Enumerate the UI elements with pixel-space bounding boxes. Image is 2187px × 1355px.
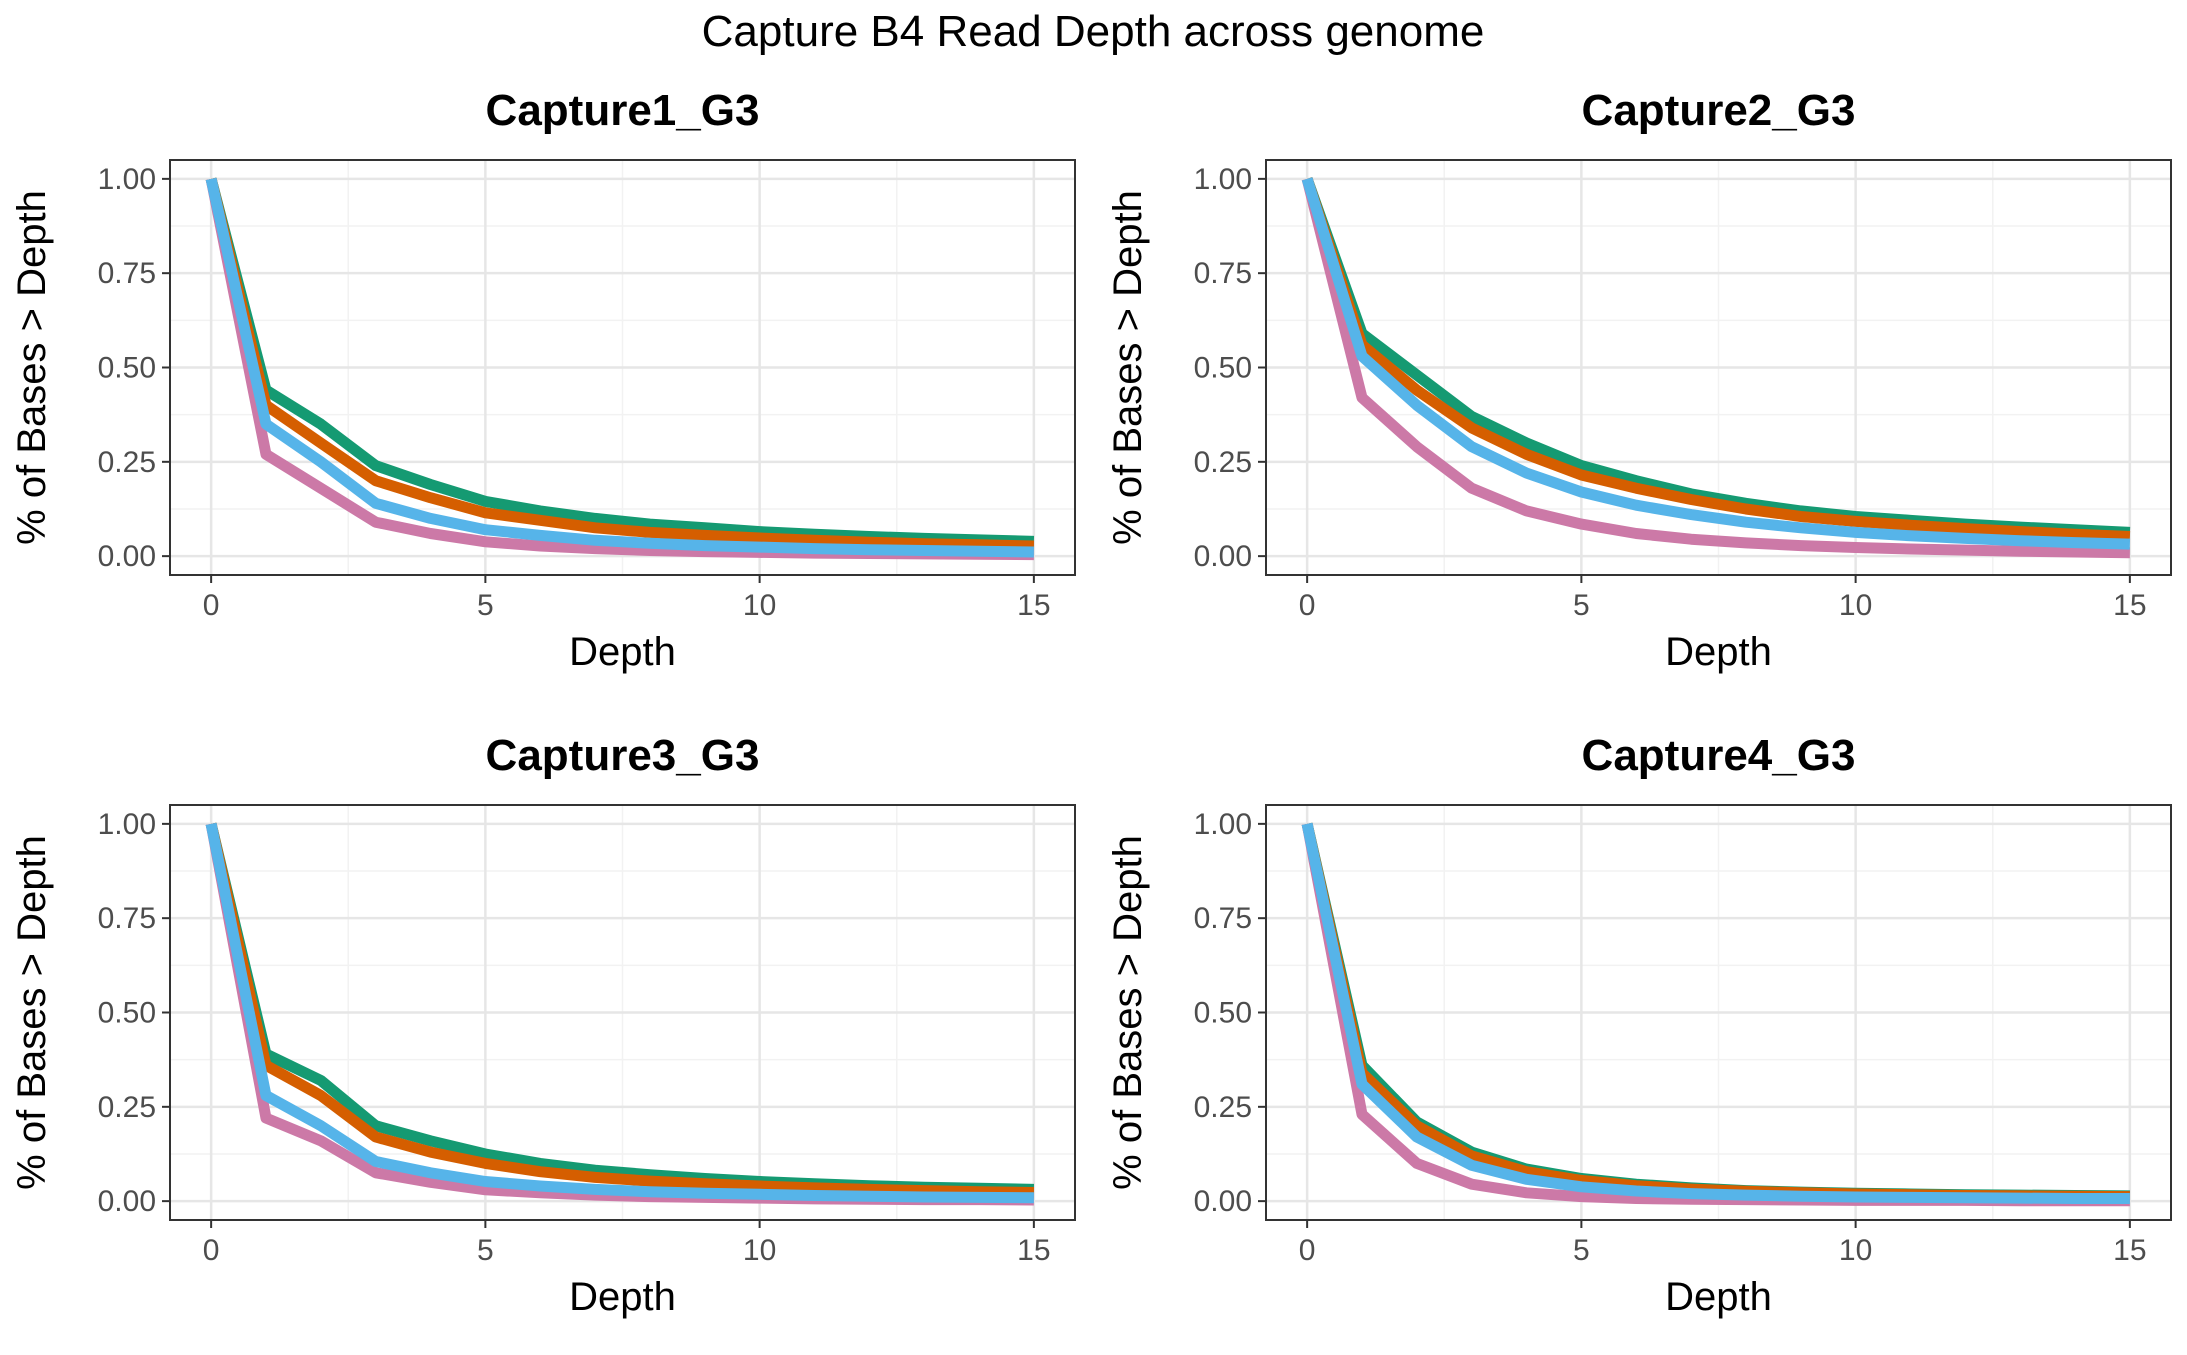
y-tick-label: 0.50 [98,997,156,1030]
x-tick-label: 10 [1839,589,1872,622]
x-tick-label: 0 [1299,589,1316,622]
y-tick-label: 0.50 [1194,352,1252,385]
y-tick-label: 0.00 [98,540,156,573]
series-line-2 [205,822,1034,1198]
y-axis-label: % of Bases > Depth [1106,190,1150,545]
y-tick-label: 1.00 [98,163,156,196]
x-tick-label: 0 [203,1234,220,1267]
x-axis-label: Depth [569,630,676,674]
series-line-4 [1301,177,2131,550]
y-tick-label: 0.75 [1194,257,1252,290]
x-tick-label: 15 [1017,589,1050,622]
x-tick-label: 5 [1573,1234,1590,1267]
y-tick-label: 0.25 [98,446,156,479]
y-tick-label: 0.75 [98,902,156,935]
x-axis-label: Depth [569,1275,676,1319]
x-tick-label: 15 [2113,1234,2146,1267]
y-axis-label: % of Bases > Depth [1106,835,1150,1190]
x-tick-label: 5 [1573,589,1590,622]
x-tick-label: 5 [477,589,494,622]
y-tick-label: 0.00 [98,1185,156,1218]
x-tick-label: 15 [2113,589,2146,622]
y-tick-label: 1.00 [98,808,156,841]
y-axis-label: % of Bases > Depth [10,190,54,545]
subplot-title: Capture2_G3 [1582,86,1856,135]
y-tick-label: 1.00 [1194,163,1252,196]
y-tick-label: 0.25 [1194,446,1252,479]
series-line-4 [205,822,1034,1204]
subplot-title: Capture3_G3 [486,731,760,780]
x-axis-label: Depth [1665,1275,1772,1319]
x-tick-label: 0 [1299,1234,1316,1267]
x-tick-label: 10 [1839,1234,1872,1267]
x-tick-label: 10 [743,589,776,622]
y-tick-label: 0.00 [1194,1185,1252,1218]
y-tick-label: 0.75 [98,257,156,290]
y-tick-label: 0.25 [1194,1091,1252,1124]
y-tick-label: 0.75 [1194,902,1252,935]
x-tick-label: 5 [477,1234,494,1267]
x-tick-label: 10 [743,1234,776,1267]
x-axis-label: Depth [1665,630,1772,674]
y-tick-label: 0.50 [98,352,156,385]
panel-4: 0 5 10 15 0.00 0.25 0.50 0.75 1.00 Capture4_G3 Dep… [1106,731,2172,1319]
series-line-4 [205,177,1034,558]
y-tick-label: 1.00 [1194,808,1252,841]
subplot-title: Capture1_G3 [486,86,760,135]
x-tick-label: 0 [203,589,220,622]
y-tick-label: 0.50 [1194,997,1252,1030]
panel-1: 0 5 10 15 0.00 0.25 0.50 0.75 1.00 Capture1_G3 Dep… [10,86,1076,674]
y-tick-label: 0.25 [98,1091,156,1124]
panel-2: 0 5 10 15 0.00 0.25 0.50 0.75 1.00 Capture2_G3 Dep… [1106,86,2172,674]
y-tick-label: 0.00 [1194,540,1252,573]
series-line-2 [1301,177,2131,542]
panel-3: 0 5 10 15 0.00 0.25 0.50 0.75 1.00 Capture3_G3 Dep… [10,731,1076,1319]
series-line-3 [1301,177,2130,559]
figure-title: Capture B4 Read Depth across genome [702,7,1485,56]
subplot-title: Capture4_G3 [1582,731,1856,780]
x-tick-label: 15 [1017,1234,1050,1267]
y-axis-label: % of Bases > Depth [10,835,54,1190]
series-line-2 [205,177,1035,552]
series-line-4 [1301,822,2130,1204]
